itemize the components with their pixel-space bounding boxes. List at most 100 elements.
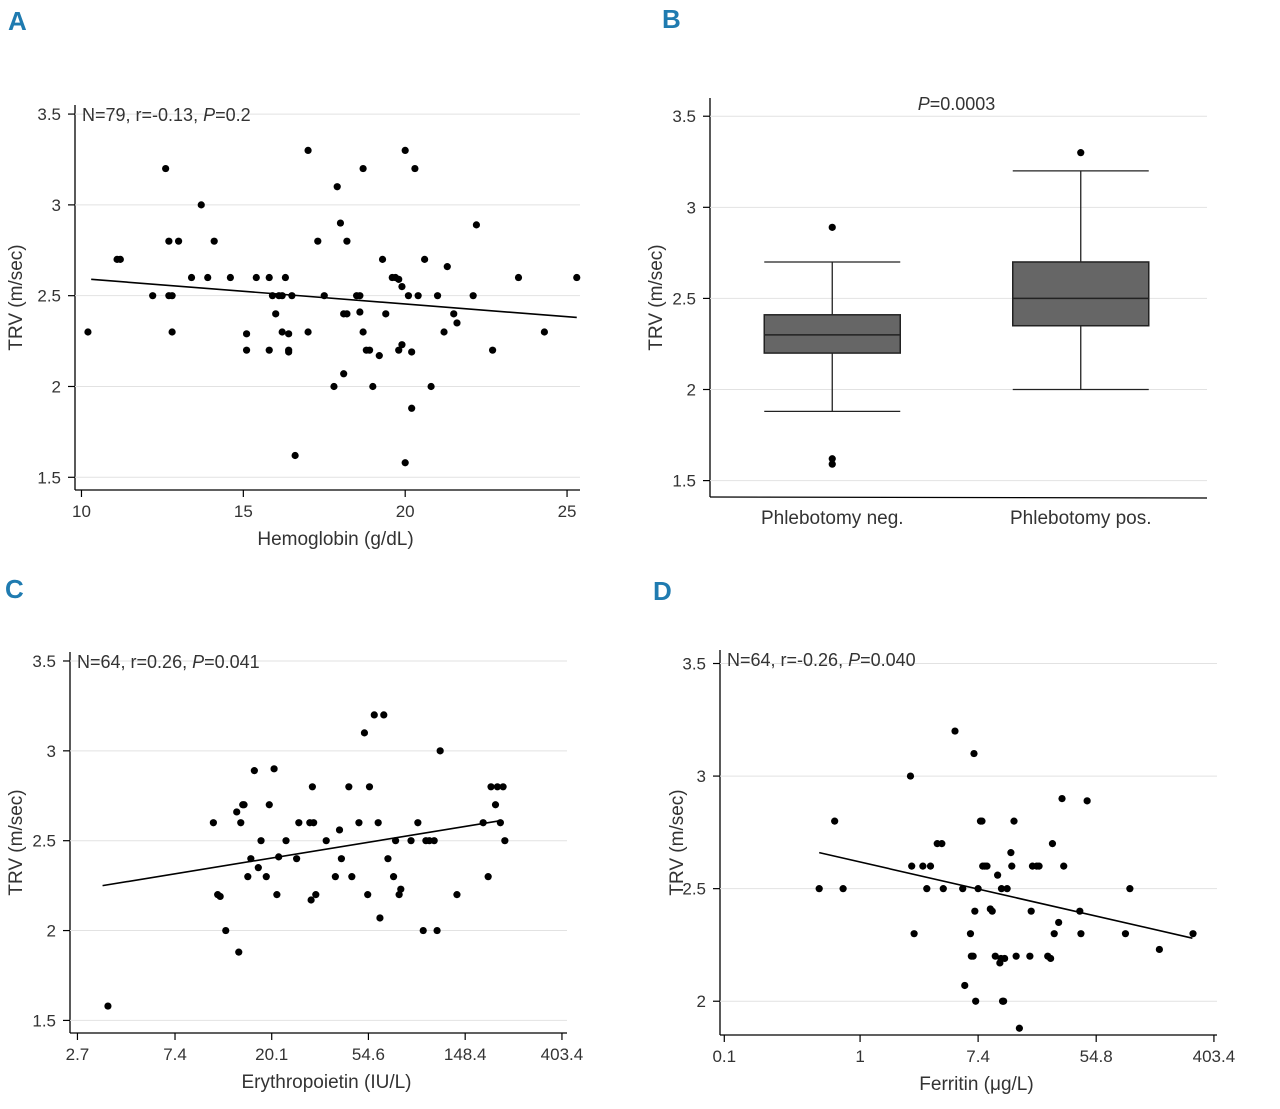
data-point [408, 404, 416, 412]
y-tick-label: 2.5 [682, 880, 706, 899]
data-point [288, 292, 296, 300]
category-label: Phlebotomy neg. [761, 508, 904, 529]
data-point [421, 255, 429, 263]
x-tick-label: 15 [234, 502, 253, 521]
data-point [540, 328, 548, 336]
data-point [265, 346, 273, 354]
data-point [365, 346, 374, 354]
data-point [1121, 930, 1130, 938]
data-point [971, 907, 979, 915]
x-tick-label: 2.7 [66, 1045, 90, 1064]
data-point [247, 855, 255, 863]
x-tick-label: 20.1 [255, 1045, 288, 1064]
data-point [374, 819, 382, 827]
data-point [1050, 930, 1058, 938]
data-point [831, 817, 839, 825]
data-point [488, 346, 497, 354]
x-tick-label: 7.4 [163, 1045, 187, 1064]
data-point [244, 873, 252, 881]
data-point [165, 237, 173, 245]
data-point [1047, 954, 1055, 963]
data-point [365, 783, 374, 791]
y-tick-label: 2 [697, 992, 706, 1011]
data-point [1026, 952, 1034, 960]
data-point [265, 801, 273, 809]
data-point [401, 146, 409, 155]
data-point [345, 783, 353, 791]
data-point [237, 819, 245, 827]
data-point [453, 891, 461, 899]
data-point [285, 348, 293, 356]
data-point [1076, 907, 1084, 915]
data-point [951, 727, 959, 735]
data-point [433, 926, 441, 935]
data-point [222, 926, 230, 935]
stat-p-symbol: P [203, 105, 215, 125]
data-point [404, 292, 413, 300]
data-point [408, 348, 416, 356]
stat-text-part: N=64, r=0.26, [77, 652, 192, 672]
outlier-point [828, 460, 836, 468]
y-axis-title: TRV (m/sec) [6, 789, 27, 895]
data-point [116, 255, 124, 263]
y-tick-label: 2.5 [37, 287, 61, 306]
data-point [908, 862, 916, 870]
y-axis-title: TRV (m/sec) [646, 244, 667, 350]
x-tick-label: 10 [72, 502, 91, 521]
data-point [496, 819, 504, 827]
data-point [453, 319, 461, 327]
x-axis-title: Ferritin (μg/L) [919, 1074, 1033, 1095]
data-point [910, 930, 918, 938]
panel-B: B 1.5 2 2.5 3 3.5 TRV (m/sec) Phlebotomy neg. Ph… [646, 4, 1208, 529]
data-point [433, 292, 442, 300]
stat-p-symbol: P [192, 652, 204, 672]
data-point [1189, 930, 1197, 938]
data-point [839, 885, 847, 893]
data-point [376, 914, 384, 922]
data-point [440, 328, 448, 336]
data-point [966, 930, 975, 938]
data-point [343, 237, 351, 245]
data-point [938, 840, 946, 848]
data-point [254, 864, 262, 872]
y-tick-label: 2 [52, 377, 61, 396]
data-point [398, 341, 406, 349]
data-point [395, 275, 403, 283]
data-point [499, 783, 507, 791]
data-point [174, 237, 183, 245]
data-point [250, 767, 258, 775]
data-point [293, 855, 301, 863]
data-point [923, 885, 931, 893]
data-point [969, 952, 977, 960]
data-point [291, 451, 299, 460]
data-point [1126, 885, 1134, 893]
outlier-point [828, 455, 836, 463]
y-tick-label: 3 [687, 198, 696, 217]
y-axis-title: TRV (m/sec) [6, 244, 27, 350]
data-point [340, 370, 348, 378]
stat-p-symbol: P [918, 94, 930, 114]
x-tick-label: 1 [855, 1047, 864, 1066]
data-point [168, 292, 176, 300]
data-point [1083, 797, 1091, 805]
x-tick-label: 25 [558, 502, 577, 521]
data-point [278, 292, 286, 300]
data-point [149, 292, 157, 300]
data-point [356, 308, 364, 316]
x-tick-label: 7.4 [966, 1047, 990, 1066]
data-point [242, 330, 251, 338]
data-point [278, 328, 286, 336]
data-point [285, 330, 293, 338]
data-point [281, 273, 290, 282]
data-point [514, 273, 523, 282]
data-point [307, 896, 315, 904]
x-tick-label: 20 [396, 502, 415, 521]
y-tick-label: 1.5 [32, 1011, 56, 1030]
data-point [382, 310, 390, 318]
data-point [364, 891, 372, 899]
data-point [430, 837, 438, 845]
data-point [815, 885, 823, 893]
panel-C: C 1.5 2 2.5 3 3.5 TRV (m/sec) 2.7 7.4 20.1 54.6 148… [5, 574, 583, 1093]
panel-label: C [5, 574, 24, 604]
data-point [970, 749, 978, 758]
